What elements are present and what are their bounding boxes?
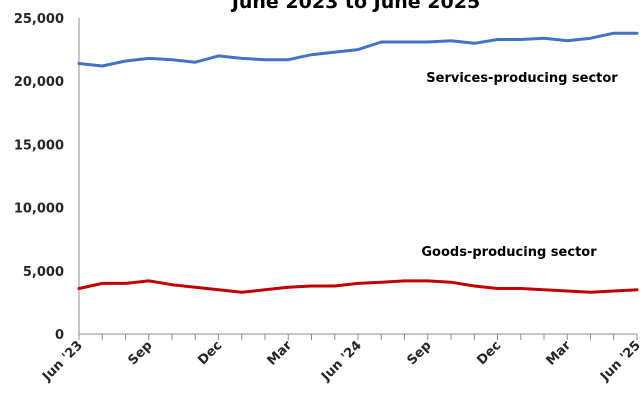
data-point [217,288,220,291]
x-tick-label: Sep [405,338,435,368]
data-point [635,288,639,291]
x-tick-label: Jun '24 [318,338,365,385]
data-point [380,280,383,284]
y-tick-label: 15,000 [14,138,64,153]
data-point [77,62,81,65]
data-point [263,58,267,61]
y-tick-label: 25,000 [14,12,64,27]
x-tick-label: Jun '25 [597,338,642,385]
data-point [194,61,197,64]
data-point [496,38,499,41]
data-point [170,283,174,286]
data-point [240,291,243,294]
series-layer [77,31,639,294]
data-point [147,279,150,283]
data-point [449,39,453,42]
data-point [612,31,615,35]
y-axis-ticks: 0 5,000 10,000 15,000 20,000 25,000 [14,12,64,343]
data-point [380,40,383,44]
data-point [542,288,546,291]
data-point [635,31,639,35]
chart-title: June 2023 to June 2025 [230,0,480,13]
data-point [356,48,360,51]
data-point [287,58,290,61]
data-point [473,284,476,288]
x-tick-label: Mar [544,338,575,369]
data-point [542,37,546,40]
data-point [426,40,429,44]
data-point [589,291,592,294]
data-point [147,57,150,60]
data-point [612,289,615,293]
data-point [589,37,592,40]
data-point [519,38,522,41]
x-tick-label: Sep [126,338,156,368]
data-point [310,284,313,288]
data-point [124,59,127,63]
data-point [101,282,104,285]
data-point [403,40,406,44]
data-point [194,286,197,289]
x-tick-label: Dec [474,338,504,368]
data-point [403,279,406,283]
data-point [496,287,499,290]
x-tick-label: Dec [195,338,225,368]
data-point [566,39,569,42]
series-label-services: Services-producing sector [426,71,618,86]
data-point [287,286,290,289]
data-point [124,282,127,285]
data-point [217,54,220,58]
data-point [263,288,267,291]
data-point [77,287,81,290]
y-tick-label: 10,000 [14,202,64,217]
data-point [240,57,243,60]
data-point [333,284,336,288]
data-point [449,280,453,284]
series-label-goods: Goods-producing sector [421,245,597,260]
data-point [566,289,569,293]
data-point [101,64,104,68]
y-tick-label: 5,000 [23,265,64,280]
data-point [356,282,360,285]
data-point [310,53,313,56]
y-tick-label: 0 [55,328,64,343]
y-tick-label: 20,000 [14,75,64,90]
data-point [473,42,476,45]
x-tick-label: Mar [265,338,296,369]
data-point [333,50,336,54]
x-tick-label: Jun '23 [39,338,86,385]
x-axis-ticks: Jun '23 Sep Dec Mar Jun '24 Sep Dec Mar Jun '25 [39,334,642,385]
data-point [170,58,174,61]
data-point [519,287,522,290]
data-point [426,279,429,283]
